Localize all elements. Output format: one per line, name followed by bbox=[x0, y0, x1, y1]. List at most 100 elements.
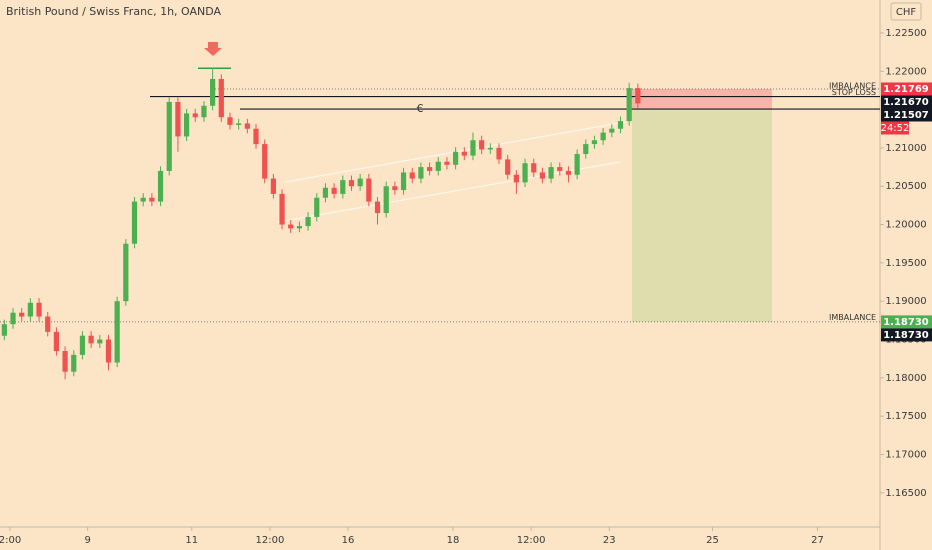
candle-body bbox=[496, 147, 502, 160]
price-label: 1.18730 bbox=[883, 330, 929, 341]
candle-body bbox=[366, 178, 372, 202]
y-tick-label: 1.18000 bbox=[885, 373, 926, 384]
y-tick-label: 1.22500 bbox=[885, 28, 926, 39]
candle-body bbox=[166, 101, 172, 171]
candle-body bbox=[444, 161, 450, 165]
annotation: IMBALANCE bbox=[829, 81, 876, 90]
candle-body bbox=[340, 180, 346, 194]
candle-body bbox=[262, 144, 268, 179]
candle-body bbox=[45, 316, 51, 332]
countdown-bg bbox=[881, 121, 909, 135]
candle-body bbox=[331, 187, 337, 194]
x-tick-label: 11 bbox=[185, 535, 198, 546]
candle-body bbox=[123, 243, 129, 302]
stop-zone bbox=[632, 88, 772, 110]
candle-body bbox=[479, 140, 485, 150]
candle-body bbox=[548, 167, 554, 179]
candle-body bbox=[157, 170, 164, 202]
candle-body bbox=[531, 163, 537, 173]
candle-body bbox=[279, 193, 285, 225]
y-tick-label: 1.20000 bbox=[885, 220, 926, 231]
x-tick-label: 27 bbox=[811, 535, 824, 546]
candle-body bbox=[322, 187, 329, 198]
price-label: 1.21769 bbox=[883, 84, 929, 95]
annotation: STOP LOSS bbox=[832, 88, 876, 97]
candle-body bbox=[36, 302, 42, 317]
candle-body bbox=[565, 170, 572, 175]
candle-body bbox=[296, 226, 303, 229]
candle-body bbox=[609, 128, 615, 133]
candle-body bbox=[71, 354, 77, 372]
candle-body bbox=[288, 224, 294, 229]
candle-body bbox=[244, 123, 250, 129]
price-label-bg bbox=[881, 82, 932, 96]
candle-body bbox=[305, 216, 311, 227]
price-label-bg bbox=[881, 95, 932, 109]
candle-body bbox=[192, 113, 198, 118]
candle-body bbox=[617, 121, 624, 129]
candle-body bbox=[210, 78, 216, 106]
x-tick-label: 18 bbox=[447, 535, 460, 546]
candle-body bbox=[140, 197, 146, 202]
candle-body bbox=[461, 151, 467, 156]
candle-body bbox=[435, 161, 441, 171]
x-tick-label: 2:00 bbox=[0, 535, 21, 546]
candle-body bbox=[131, 201, 138, 244]
candle-body bbox=[470, 140, 476, 156]
x-tick-label: 12:00 bbox=[255, 535, 284, 546]
candle-body bbox=[426, 167, 433, 171]
currency-button[interactable] bbox=[890, 2, 922, 21]
y-tick-label: 1.19500 bbox=[885, 258, 926, 269]
price-label-bg bbox=[881, 328, 932, 342]
candle-body bbox=[236, 123, 242, 125]
candle-body bbox=[10, 312, 16, 325]
candle-body bbox=[487, 147, 493, 150]
candle-body bbox=[539, 172, 546, 179]
y-tick-label: 1.22000 bbox=[885, 66, 926, 77]
y-tick-label: 1.16500 bbox=[885, 488, 926, 499]
candle-body bbox=[175, 101, 181, 137]
candle-body bbox=[1, 324, 7, 336]
x-tick-label: 16 bbox=[342, 535, 355, 546]
signal-arrow bbox=[204, 42, 222, 56]
y-tick-label: 1.21000 bbox=[885, 143, 926, 154]
price-label: 1.18730 bbox=[883, 317, 929, 328]
candle-body bbox=[513, 174, 519, 183]
candle-body bbox=[600, 132, 606, 141]
channel-line bbox=[277, 161, 621, 223]
candle-body bbox=[626, 88, 632, 122]
candle-body bbox=[218, 78, 224, 118]
candle-body bbox=[392, 186, 398, 191]
candle-body bbox=[348, 180, 355, 187]
y-tick-label: 1.19000 bbox=[885, 296, 926, 307]
candle-body bbox=[97, 339, 103, 344]
candle-body bbox=[400, 172, 407, 191]
candle-body bbox=[357, 178, 363, 187]
price-label: 1.21670 bbox=[883, 97, 929, 108]
candle-body bbox=[270, 178, 276, 194]
y-tick-label: 1.20500 bbox=[885, 181, 926, 192]
candle-body bbox=[149, 197, 155, 202]
candle-body bbox=[583, 144, 589, 155]
candle-body bbox=[253, 128, 259, 145]
candle-body bbox=[314, 197, 320, 217]
candle-body bbox=[105, 339, 112, 363]
candle-body bbox=[453, 151, 459, 165]
candle-body bbox=[383, 186, 389, 214]
annotation: IMBALANCE bbox=[829, 313, 876, 322]
x-tick-label: 25 bbox=[706, 535, 719, 546]
candle-body bbox=[19, 312, 25, 317]
candle-body bbox=[227, 117, 233, 125]
candle-body bbox=[53, 331, 60, 352]
currency-button-label[interactable]: CHF bbox=[896, 7, 917, 18]
candle-body bbox=[409, 172, 415, 179]
candle-body bbox=[62, 351, 68, 372]
chart-title: British Pound / Swiss Franc, 1h, OANDA bbox=[6, 5, 222, 18]
countdown: 24:52 bbox=[881, 123, 910, 134]
candle-body bbox=[418, 167, 424, 179]
candle-body bbox=[505, 159, 511, 175]
price-label: 1.21507 bbox=[883, 110, 929, 121]
candle-body bbox=[27, 302, 33, 317]
candle-body bbox=[591, 140, 598, 145]
